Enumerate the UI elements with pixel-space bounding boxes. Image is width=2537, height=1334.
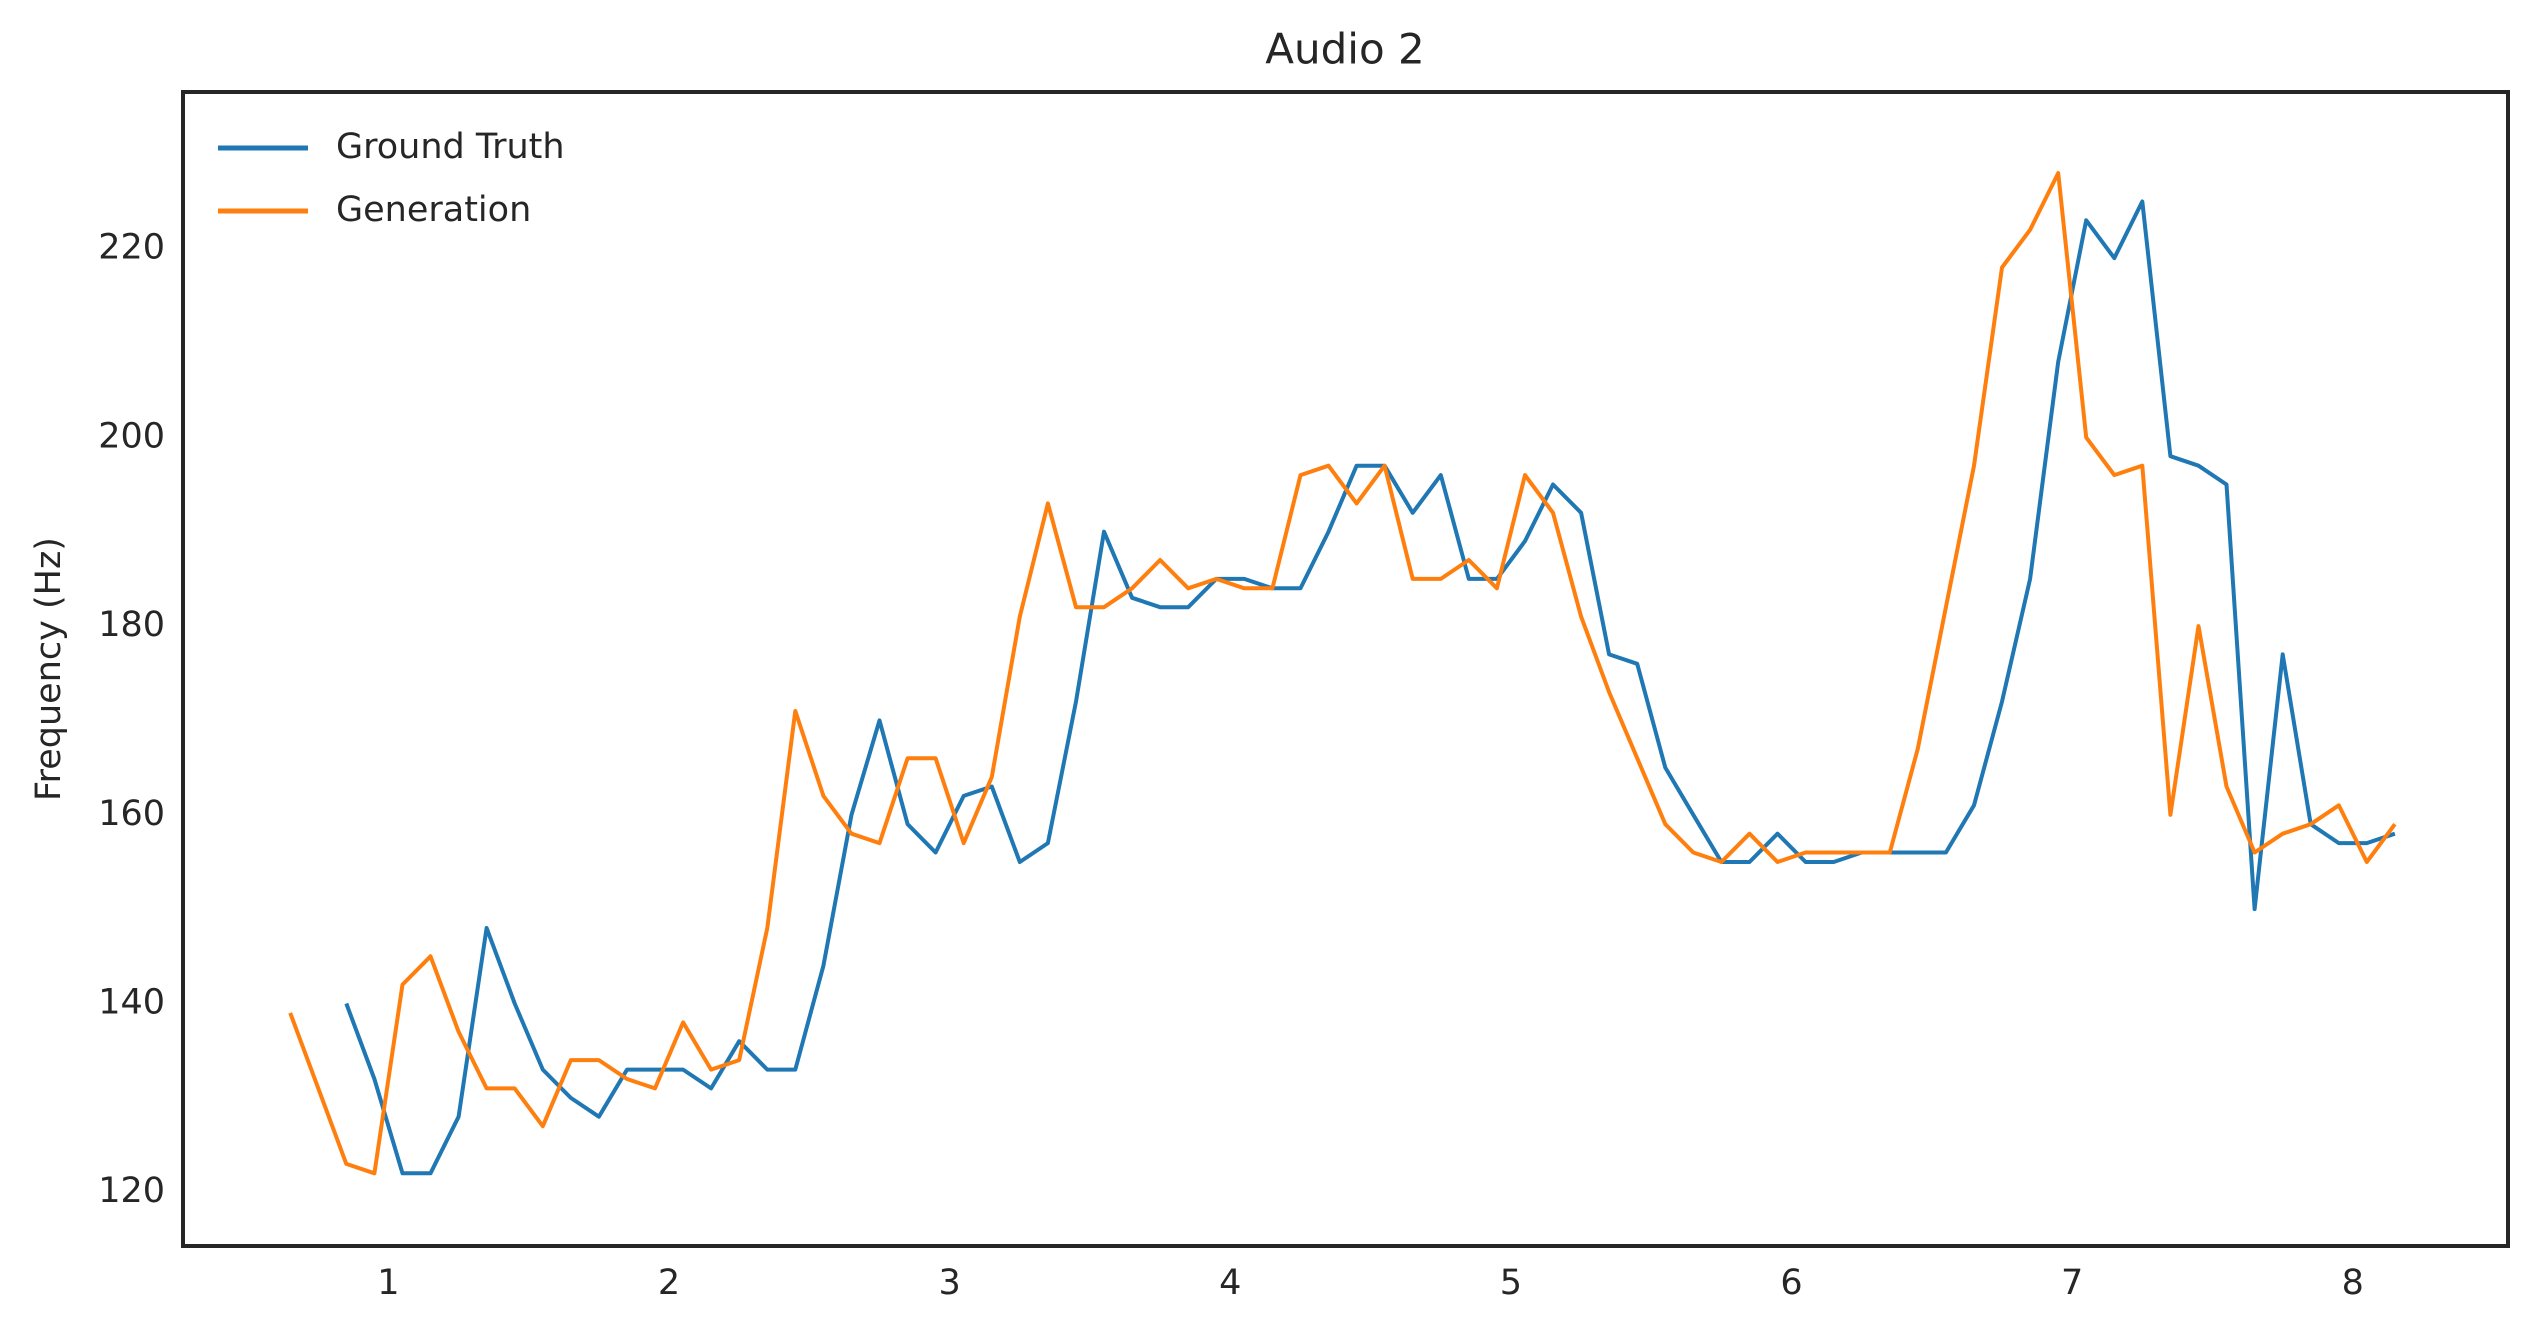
x-tick-label: 7 <box>2061 1263 2083 1303</box>
y-tick-label: 120 <box>98 1171 165 1211</box>
y-tick-label: 180 <box>98 605 165 645</box>
plot-frame <box>181 90 2510 1248</box>
y-tick-label: 160 <box>98 794 165 834</box>
line-series <box>288 171 2397 1176</box>
y-tick-label: 220 <box>98 228 165 268</box>
legend-label: Generation <box>336 190 531 230</box>
y-axis-label: Frequency (Hz) <box>29 537 69 801</box>
legend-label: Ground Truth <box>336 127 565 167</box>
x-tick-label: 3 <box>939 1263 961 1303</box>
x-tick-label: 1 <box>377 1263 399 1303</box>
chart-title: Audio 2 <box>1265 25 1424 74</box>
x-tick-label: 4 <box>1219 1263 1241 1303</box>
x-tick-label: 6 <box>1780 1263 1802 1303</box>
x-tick-label: 8 <box>2342 1263 2364 1303</box>
x-tick-label: 5 <box>1500 1263 1522 1303</box>
y-tick-label: 200 <box>98 416 165 456</box>
x-tick-label: 2 <box>658 1263 680 1303</box>
line-series <box>344 199 2396 1176</box>
y-tick-label: 140 <box>98 982 165 1022</box>
